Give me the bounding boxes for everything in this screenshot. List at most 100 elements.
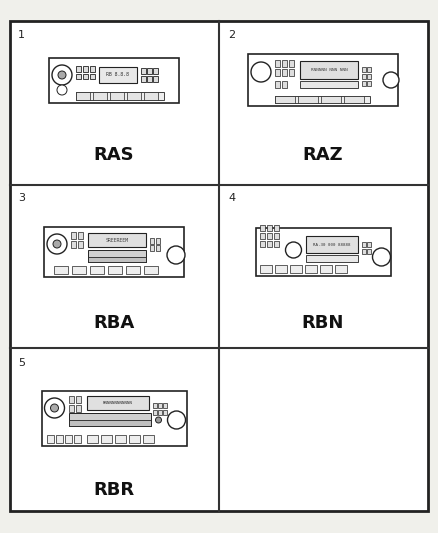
Bar — [75, 396, 81, 403]
Bar — [76, 74, 81, 79]
Bar — [68, 413, 151, 426]
Bar — [305, 255, 357, 262]
Bar — [68, 396, 74, 403]
Bar — [255, 228, 391, 276]
Text: RBR: RBR — [93, 481, 134, 499]
Bar — [273, 225, 279, 231]
Circle shape — [53, 240, 61, 248]
Bar — [68, 420, 151, 426]
Bar — [71, 232, 76, 239]
Bar — [259, 225, 265, 231]
Bar — [110, 92, 124, 100]
Text: 1: 1 — [18, 30, 25, 40]
Bar — [367, 242, 371, 247]
Bar — [259, 241, 265, 247]
Bar — [275, 96, 295, 103]
Text: RNNNNN NNN NNN: RNNNNN NNN NNN — [311, 68, 347, 72]
Circle shape — [251, 62, 271, 82]
Bar — [88, 250, 146, 262]
Bar — [273, 233, 279, 239]
Bar — [304, 265, 317, 273]
Bar — [56, 434, 63, 442]
Bar — [128, 434, 139, 442]
Bar — [305, 236, 357, 253]
Bar — [64, 434, 71, 442]
Bar — [83, 66, 88, 72]
Bar — [266, 233, 272, 239]
Bar — [273, 241, 279, 247]
Bar — [367, 67, 371, 72]
Bar — [266, 225, 272, 231]
Bar — [259, 265, 272, 273]
Bar — [367, 249, 371, 254]
Text: RBA: RBA — [93, 314, 134, 332]
Bar — [300, 61, 358, 79]
Bar — [158, 403, 162, 408]
Bar — [141, 68, 146, 74]
Bar — [147, 76, 152, 82]
Bar — [153, 68, 158, 74]
Bar — [248, 54, 398, 106]
Circle shape — [58, 71, 66, 79]
Bar — [88, 257, 146, 262]
Bar — [289, 69, 294, 76]
Bar — [152, 403, 156, 408]
Bar — [42, 391, 187, 446]
Bar — [275, 265, 286, 273]
Bar — [156, 245, 160, 251]
Bar — [100, 434, 112, 442]
Text: RAS: RAS — [94, 146, 134, 164]
Bar — [282, 69, 287, 76]
Bar — [275, 69, 280, 76]
Bar — [83, 74, 88, 79]
Text: 2: 2 — [228, 30, 235, 40]
Bar — [152, 410, 156, 415]
Text: 4: 4 — [228, 193, 235, 203]
Bar — [367, 81, 371, 86]
Bar — [74, 434, 81, 442]
Text: 3: 3 — [18, 193, 25, 203]
Bar — [162, 403, 166, 408]
Bar — [75, 405, 81, 412]
Text: 5: 5 — [18, 358, 25, 368]
Bar — [78, 241, 83, 248]
Bar — [275, 96, 370, 103]
Bar — [126, 266, 140, 274]
Bar — [90, 74, 95, 79]
Bar — [90, 266, 104, 274]
Bar — [344, 96, 364, 103]
Text: RBN: RBN — [302, 314, 344, 332]
Bar — [361, 242, 365, 247]
Text: RB 8.8.8: RB 8.8.8 — [106, 72, 130, 77]
Circle shape — [57, 85, 67, 95]
Bar — [321, 96, 341, 103]
Circle shape — [383, 72, 399, 88]
Bar — [282, 81, 287, 88]
Bar — [46, 434, 53, 442]
Bar — [335, 265, 346, 273]
Bar — [44, 227, 184, 277]
Bar — [259, 233, 265, 239]
Bar — [362, 67, 366, 72]
Bar — [367, 74, 371, 79]
Bar — [150, 245, 154, 251]
Bar — [99, 67, 137, 83]
Bar — [153, 76, 158, 82]
Text: RNNNNNNNNNNN: RNNNNNNNNNNN — [102, 401, 133, 405]
Circle shape — [47, 234, 67, 254]
Bar — [275, 81, 280, 88]
Circle shape — [155, 417, 162, 423]
Bar — [289, 60, 294, 67]
Bar — [282, 60, 287, 67]
Bar — [290, 265, 301, 273]
Bar — [300, 81, 358, 88]
Bar — [319, 265, 332, 273]
Bar — [93, 92, 107, 100]
Bar — [88, 233, 146, 247]
Text: SREEREEM: SREEREEM — [106, 238, 128, 243]
Bar — [90, 66, 95, 72]
Circle shape — [372, 248, 391, 266]
Circle shape — [167, 246, 185, 264]
Bar — [298, 96, 318, 103]
Bar — [68, 405, 74, 412]
